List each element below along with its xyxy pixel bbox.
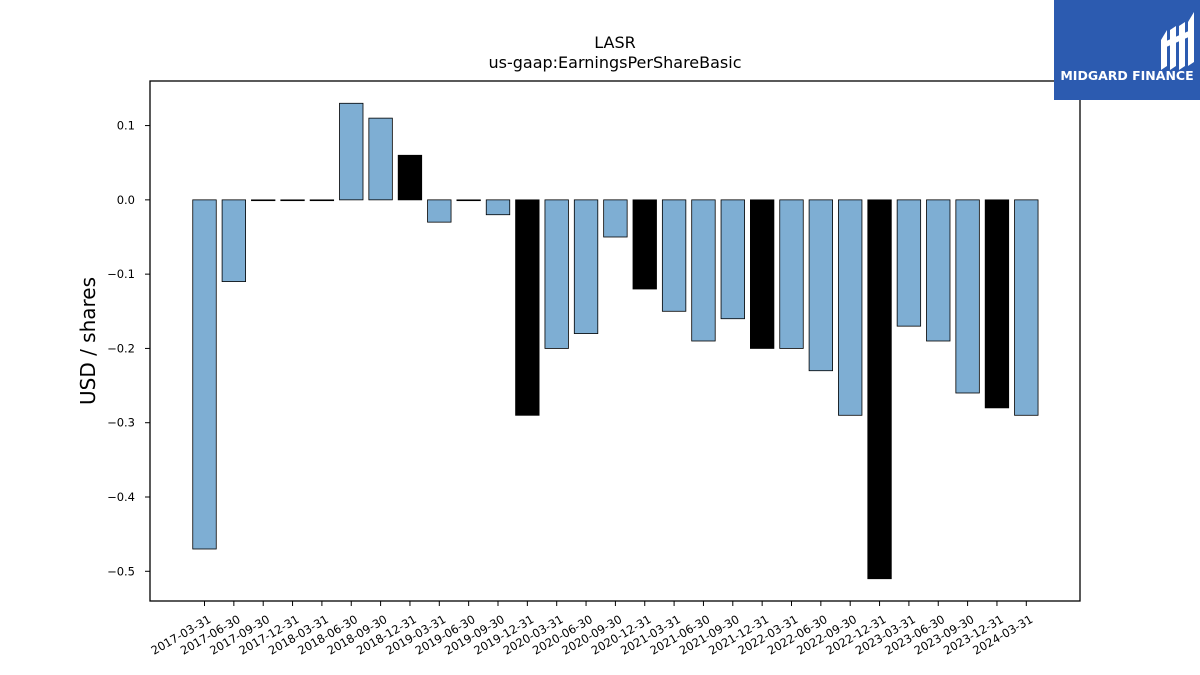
x-ticks-group: 2017-03-312017-06-302017-09-302017-12-31… xyxy=(149,601,1035,658)
bar-2023-09-30 xyxy=(955,199,980,394)
chart-subtitle: us-gaap:EarningsPerShareBasic xyxy=(488,53,741,72)
plot-frame xyxy=(149,80,1081,602)
bar-2017-03-31 xyxy=(192,199,217,550)
y-tick-label: −0.5 xyxy=(107,564,135,578)
bar-2018-06-30 xyxy=(339,102,364,201)
y-ticks-group: 0.1 0.0 −0.1 −0.2 −0.3 −0.4 −0.5 xyxy=(107,119,150,578)
midgard-finance-logo: MIDGARD FINANCE xyxy=(1054,0,1200,100)
bar-2017-12-31 xyxy=(280,199,305,202)
bar-2019-06-30 xyxy=(456,199,481,202)
bar-2022-03-31 xyxy=(779,199,804,349)
y-tick-label: −0.3 xyxy=(107,416,135,430)
y-tick-label: −0.2 xyxy=(107,341,135,355)
bar-2019-03-31 xyxy=(427,199,452,223)
bar-2018-09-30 xyxy=(368,117,393,201)
bar-2017-06-30 xyxy=(221,199,247,282)
y-tick-label: −0.1 xyxy=(107,267,135,281)
bar-2021-12-31 xyxy=(750,199,775,349)
bar-2023-12-31 xyxy=(984,199,1010,409)
logo-mark-icon xyxy=(1161,12,1194,70)
y-tick-label: −0.4 xyxy=(107,490,135,504)
y-tick-label: 0.0 xyxy=(117,193,135,207)
bar-2021-03-31 xyxy=(661,199,687,312)
bar-2020-03-31 xyxy=(544,199,569,349)
bar-2024-03-31 xyxy=(1014,199,1039,416)
bar-2017-09-30 xyxy=(251,199,276,202)
bars-group xyxy=(192,102,1039,580)
y-tick-label: 0.1 xyxy=(117,119,135,133)
bar-2023-03-31 xyxy=(896,199,922,327)
bar-2022-09-30 xyxy=(838,199,863,416)
bar-2021-09-30 xyxy=(720,199,745,320)
bar-2022-06-30 xyxy=(808,199,833,372)
bar-2019-12-31 xyxy=(515,199,540,416)
bar-2019-09-30 xyxy=(485,199,511,216)
bar-2018-03-31 xyxy=(309,199,335,202)
bar-2018-12-31 xyxy=(397,154,423,201)
bar-2020-09-30 xyxy=(603,199,628,238)
bar-2020-06-30 xyxy=(573,199,599,334)
bar-2022-12-31 xyxy=(867,199,892,580)
y-axis-label: USD / shares xyxy=(76,277,100,405)
bar-2023-06-30 xyxy=(926,199,951,342)
chart-title: LASR xyxy=(594,33,636,52)
bar-2020-12-31 xyxy=(632,199,657,290)
bar-2021-06-30 xyxy=(691,199,716,342)
logo-text: MIDGARD FINANCE xyxy=(1060,68,1194,83)
